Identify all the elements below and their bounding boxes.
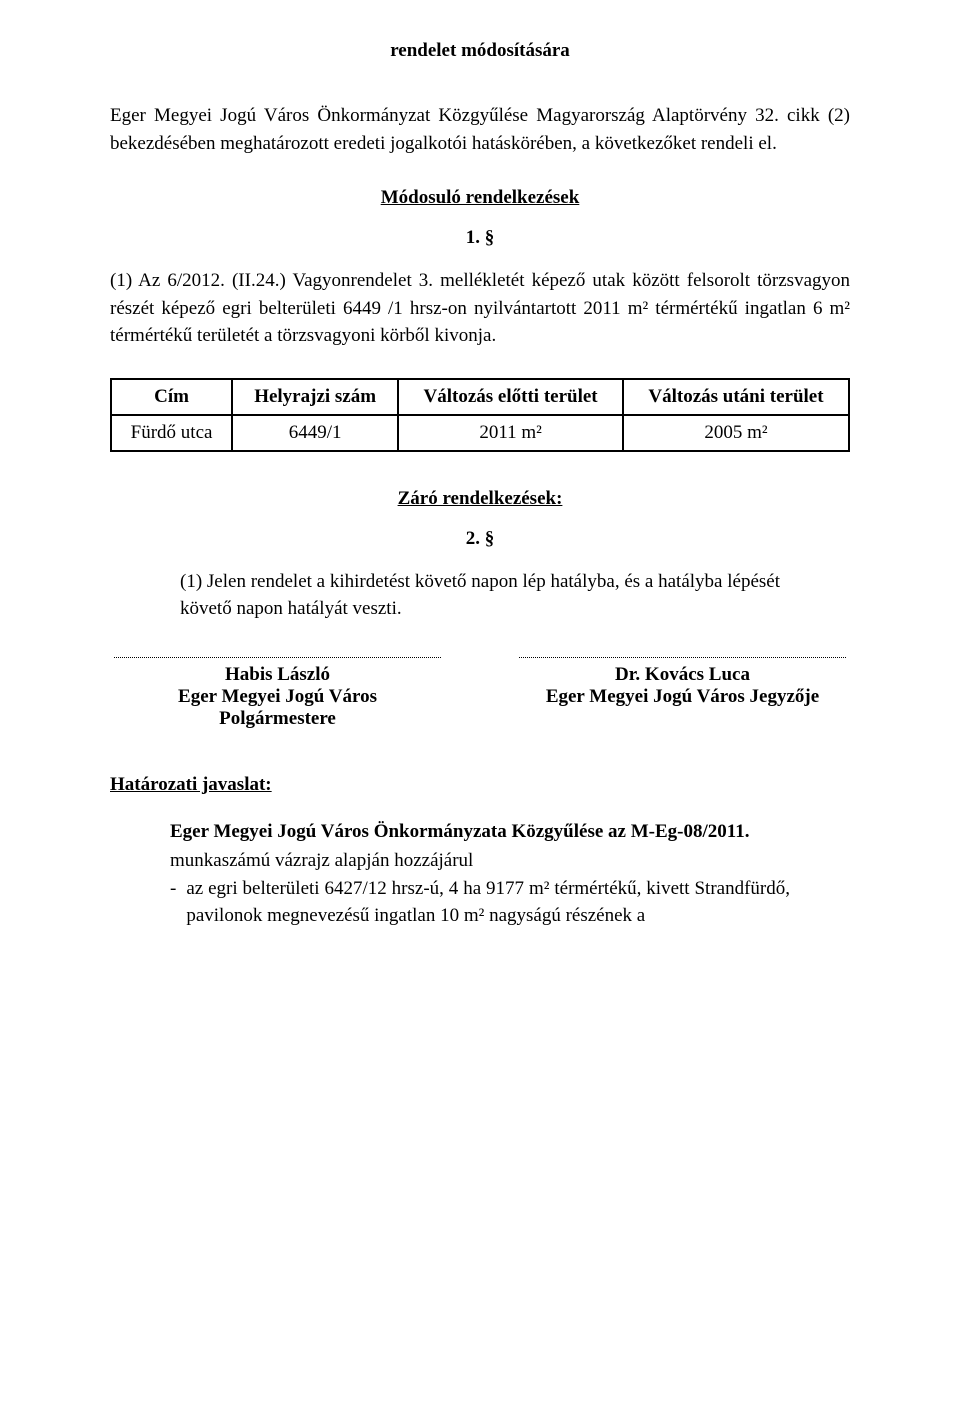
bullet-dash: - xyxy=(170,875,176,930)
section1-paragraph: (1) Az 6/2012. (II.24.) Vagyonrendelet 3… xyxy=(110,267,850,350)
resolution-heading: Határozati javaslat: xyxy=(110,774,850,796)
area-table: Cím Helyrajzi szám Változás előtti terül… xyxy=(110,378,850,452)
col-utani: Változás utáni terület xyxy=(623,379,849,415)
signer-right-name: Dr. Kovács Luca xyxy=(515,664,850,686)
resolution-bullet-text: az egri belterületi 6427/12 hrsz-ú, 4 ha… xyxy=(186,875,790,930)
signer-left-title1: Eger Megyei Jogú Város xyxy=(110,686,445,708)
cell-hrsz: 6449/1 xyxy=(232,415,398,451)
signature-line-right xyxy=(519,657,846,658)
section2-paragraph: (1) Jelen rendelet a kihirdetést követő … xyxy=(180,568,780,623)
resolution-lead-rest: munkaszámú vázrajz alapján hozzájárul xyxy=(170,847,790,875)
section-heading-zaro: Záró rendelkezések: xyxy=(110,488,850,510)
signature-right: Dr. Kovács Luca Eger Megyei Jogú Város J… xyxy=(515,657,850,730)
section-heading-modosulo: Módosuló rendelkezések xyxy=(110,187,850,209)
signature-left: Habis László Eger Megyei Jogú Város Polg… xyxy=(110,657,445,730)
col-cim: Cím xyxy=(111,379,232,415)
signer-right-title1: Eger Megyei Jogú Város Jegyzője xyxy=(515,686,850,708)
signer-left-title2: Polgármestere xyxy=(110,708,445,730)
resolution-bullet: - az egri belterületi 6427/12 hrsz-ú, 4 … xyxy=(170,875,790,930)
document-title: rendelet módosítására xyxy=(110,40,850,62)
section-number-1: 1. § xyxy=(110,227,850,249)
table-header-row: Cím Helyrajzi szám Változás előtti terül… xyxy=(111,379,849,415)
cell-cim: Fürdő utca xyxy=(111,415,232,451)
signer-left-name: Habis László xyxy=(110,664,445,686)
resolution-block: Eger Megyei Jogú Város Önkormányzata Köz… xyxy=(170,818,790,930)
cell-elotti: 2011 m² xyxy=(398,415,623,451)
col-elotti: Változás előtti terület xyxy=(398,379,623,415)
signature-line-left xyxy=(114,657,441,658)
cell-utani: 2005 m² xyxy=(623,415,849,451)
table-row: Fürdő utca 6449/1 2011 m² 2005 m² xyxy=(111,415,849,451)
resolution-lead-bold: Eger Megyei Jogú Város Önkormányzata Köz… xyxy=(170,818,790,846)
intro-paragraph: Eger Megyei Jogú Város Önkormányzat Közg… xyxy=(110,102,850,157)
signature-row: Habis László Eger Megyei Jogú Város Polg… xyxy=(110,657,850,730)
col-hrsz: Helyrajzi szám xyxy=(232,379,398,415)
section-number-2: 2. § xyxy=(110,528,850,550)
